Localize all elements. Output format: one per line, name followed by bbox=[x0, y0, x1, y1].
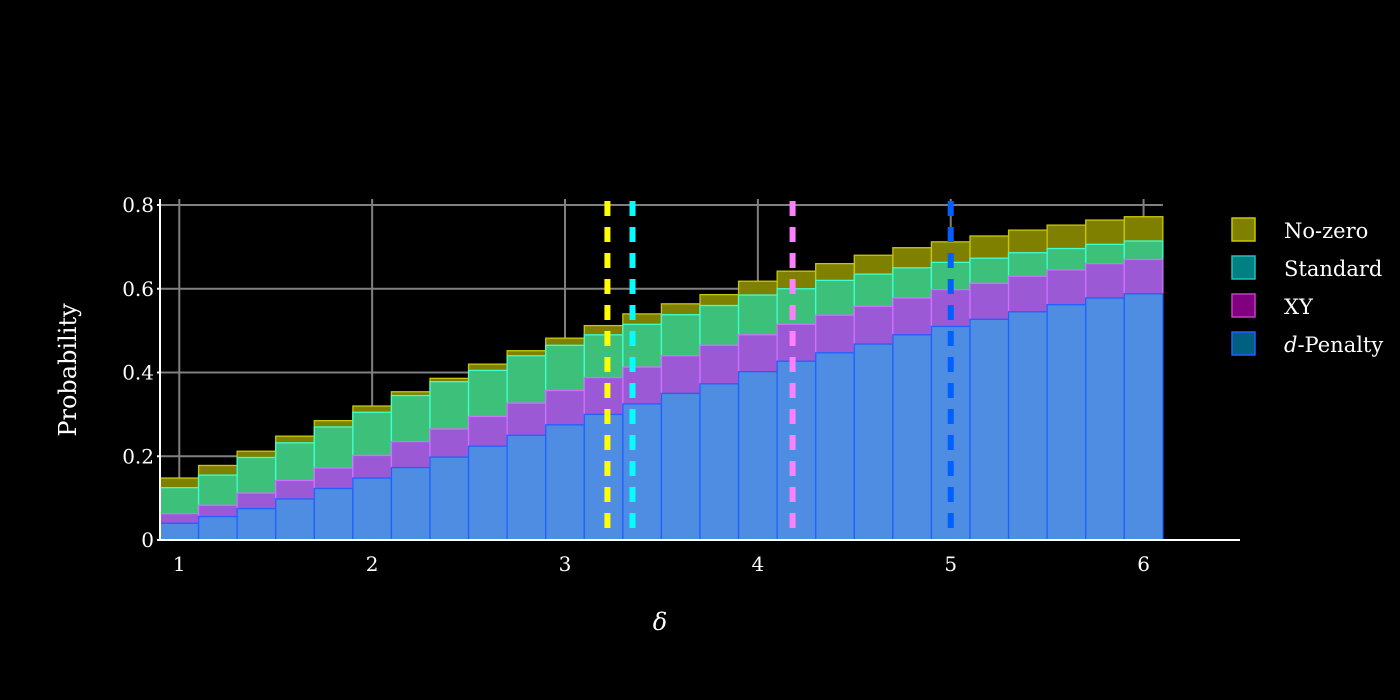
bar bbox=[1085, 297, 1125, 541]
bar bbox=[660, 392, 701, 541]
legend-label: d-Penalty bbox=[1284, 333, 1383, 357]
bar bbox=[1046, 304, 1087, 541]
legend-item: Standard bbox=[1231, 255, 1382, 281]
bar bbox=[197, 515, 238, 541]
bar bbox=[352, 477, 393, 541]
x-tick-label: 6 bbox=[1137, 552, 1150, 576]
y-axis-title: Probability bbox=[54, 303, 82, 437]
x-tick-label: 2 bbox=[366, 552, 379, 576]
y-tick-label: 0.6 bbox=[122, 277, 154, 301]
legend-swatch bbox=[1231, 293, 1256, 318]
y-tick-label: 0.8 bbox=[122, 193, 154, 217]
x-tick-label: 3 bbox=[559, 552, 572, 576]
legend-label: Standard bbox=[1284, 257, 1382, 281]
bar bbox=[275, 498, 315, 541]
legend-item: No-zero bbox=[1231, 217, 1368, 243]
bar bbox=[892, 334, 933, 541]
x-tick-label: 1 bbox=[173, 552, 186, 576]
bar bbox=[969, 318, 1010, 541]
legend: No-zero Standard XY d-Penalty bbox=[1231, 217, 1383, 357]
bar bbox=[313, 487, 354, 541]
x-axis-title: δ bbox=[653, 608, 667, 636]
bar bbox=[506, 434, 547, 541]
y-tick-label: 0.4 bbox=[122, 361, 154, 385]
bar bbox=[776, 360, 817, 541]
legend-swatch bbox=[1231, 255, 1256, 280]
legend-item: d-Penalty bbox=[1231, 331, 1383, 357]
legend-label: XY bbox=[1284, 295, 1314, 319]
axes bbox=[157, 199, 1240, 541]
bar bbox=[815, 352, 855, 541]
x-tick-label: 5 bbox=[944, 552, 957, 576]
x-tick-label: 4 bbox=[751, 552, 764, 576]
bar bbox=[467, 445, 508, 541]
tick-labels: 0 0.2 0.4 0.6 0.8 1 2 3 4 5 6 bbox=[122, 193, 1150, 576]
bar bbox=[699, 383, 740, 541]
bar bbox=[159, 522, 200, 541]
legend-swatch bbox=[1231, 217, 1256, 242]
legend-swatch bbox=[1231, 331, 1256, 356]
y-tick-label: 0.2 bbox=[122, 444, 154, 468]
bar bbox=[1123, 293, 1164, 541]
reference-lines bbox=[604, 201, 954, 540]
bar bbox=[853, 343, 894, 541]
bar bbox=[1007, 311, 1048, 541]
bar bbox=[737, 371, 778, 541]
legend-label: No-zero bbox=[1284, 219, 1368, 243]
y-tick-label: 0 bbox=[141, 528, 154, 552]
series-d-penalty bbox=[159, 293, 1164, 541]
bar bbox=[545, 424, 585, 541]
bar bbox=[622, 403, 663, 541]
bars bbox=[159, 216, 1164, 541]
legend-item: XY bbox=[1231, 293, 1314, 319]
bar bbox=[583, 413, 624, 541]
bar bbox=[429, 456, 470, 541]
bar bbox=[390, 466, 431, 541]
bar bbox=[236, 507, 277, 541]
